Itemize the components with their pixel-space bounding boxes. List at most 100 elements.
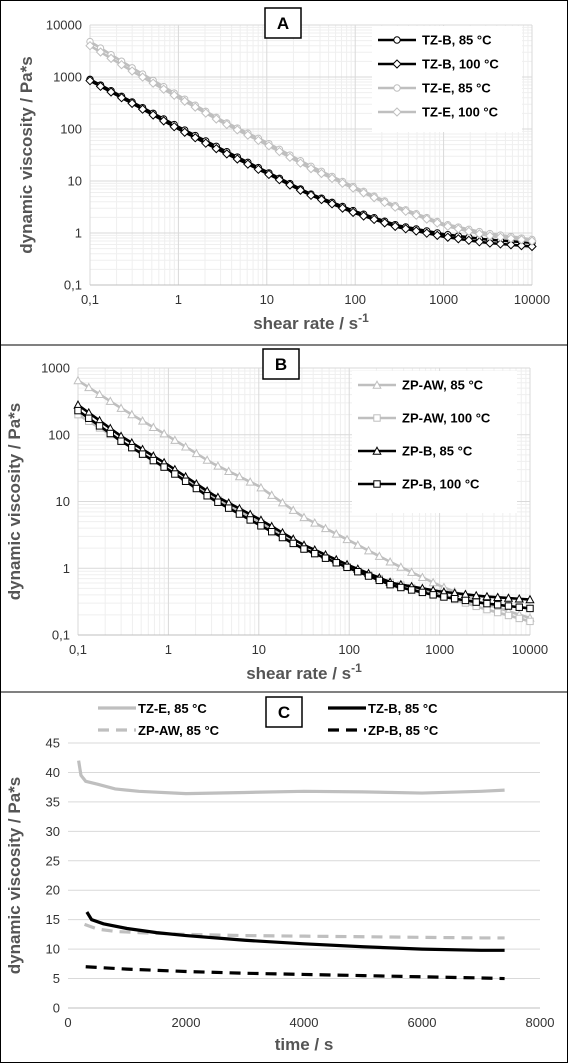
data-point — [105, 396, 115, 405]
data-point — [485, 238, 495, 248]
data-point — [203, 492, 211, 500]
data-point — [264, 141, 274, 151]
data-point — [401, 206, 411, 217]
x-tick-label: 10000 — [514, 292, 550, 307]
x-tick-label: 1 — [165, 642, 172, 657]
legend-label: TZ-B, 100 °C — [422, 57, 499, 72]
data-point — [450, 594, 459, 603]
data-point — [158, 84, 169, 94]
y-tick-label: 5 — [53, 971, 60, 986]
data-point — [295, 185, 306, 195]
data-point — [495, 232, 506, 242]
panel-label-box — [265, 696, 303, 728]
data-point — [191, 448, 202, 458]
legend-label: ZP-AW, 85 °C — [402, 378, 484, 393]
data-point — [411, 226, 421, 236]
data-point — [285, 152, 295, 163]
data-point — [148, 78, 158, 88]
y-tick-label: 35 — [46, 794, 60, 809]
data-point — [363, 545, 374, 555]
data-point — [514, 593, 524, 603]
data-point — [429, 591, 437, 599]
data-point — [406, 567, 417, 576]
data-point — [353, 540, 363, 549]
data-point — [246, 516, 254, 524]
y-tick-label: 1000 — [53, 70, 82, 85]
data-point — [149, 456, 158, 465]
y-tick-label: 1 — [63, 561, 70, 576]
data-point — [432, 230, 442, 241]
data-point — [354, 568, 362, 576]
data-point — [482, 591, 492, 601]
data-point — [527, 241, 537, 252]
data-point — [192, 484, 201, 493]
data-point — [274, 175, 285, 185]
legend-label: TZ-E, 85 °C — [138, 701, 207, 716]
data-point — [274, 146, 285, 157]
data-point — [289, 539, 297, 548]
data-point — [138, 450, 147, 458]
x-tick-label: 0 — [64, 1015, 71, 1030]
data-point — [506, 233, 516, 244]
x-tick-label: 8000 — [526, 1015, 555, 1030]
data-point — [506, 240, 516, 250]
data-point — [516, 235, 527, 245]
data-point — [401, 224, 411, 234]
y-tick-label: 0,1 — [64, 278, 82, 293]
data-point — [285, 180, 295, 190]
data-point — [515, 614, 523, 623]
data-point — [494, 601, 502, 609]
data-point — [253, 135, 264, 146]
legend-swatch-marker — [393, 84, 401, 92]
data-point — [396, 562, 406, 571]
data-point — [331, 529, 341, 538]
data-point — [504, 602, 513, 610]
y-tick-label: 20 — [46, 883, 60, 898]
data-point — [257, 522, 265, 530]
data-point — [311, 549, 319, 558]
data-point — [137, 416, 148, 425]
y-tick-label: 100 — [60, 122, 82, 137]
legend-label: TZ-E, 100 °C — [422, 105, 499, 120]
data-point — [137, 104, 148, 114]
x-tick-label: 0,1 — [81, 292, 99, 307]
data-point — [127, 98, 137, 109]
y-axis-title: dynamic viscosity / Pa*s — [5, 403, 24, 601]
data-point — [116, 403, 126, 412]
data-point — [295, 158, 306, 168]
data-point — [180, 96, 190, 106]
data-point — [379, 218, 390, 228]
x-tick-label: 2000 — [172, 1015, 201, 1030]
data-point — [201, 108, 211, 118]
data-point — [148, 110, 158, 120]
data-point — [364, 572, 373, 580]
data-point — [243, 159, 253, 169]
data-point — [385, 556, 395, 566]
data-point — [180, 441, 191, 451]
data-point — [268, 527, 276, 536]
data-point — [117, 437, 125, 445]
data-point — [256, 482, 266, 492]
data-point — [483, 605, 491, 614]
legend-label: ZP-AW, 100 °C — [402, 411, 491, 426]
panel-label: B — [275, 355, 287, 374]
y-tick-label: 15 — [46, 912, 60, 927]
data-point — [181, 477, 190, 485]
x-tick-label: 1 — [175, 292, 182, 307]
series-line — [85, 911, 505, 952]
data-point — [374, 551, 384, 560]
data-point — [299, 512, 309, 522]
data-point — [525, 594, 535, 604]
legend-swatch-marker — [372, 446, 382, 455]
panel-label-box — [264, 7, 302, 39]
data-point — [348, 207, 358, 218]
data-point — [337, 178, 348, 188]
data-point — [386, 580, 394, 589]
data-point — [327, 173, 337, 184]
data-point — [358, 188, 369, 198]
data-point — [84, 382, 94, 392]
x-tick-label: 10 — [260, 292, 274, 307]
data-point — [422, 214, 432, 224]
data-point — [474, 237, 485, 247]
